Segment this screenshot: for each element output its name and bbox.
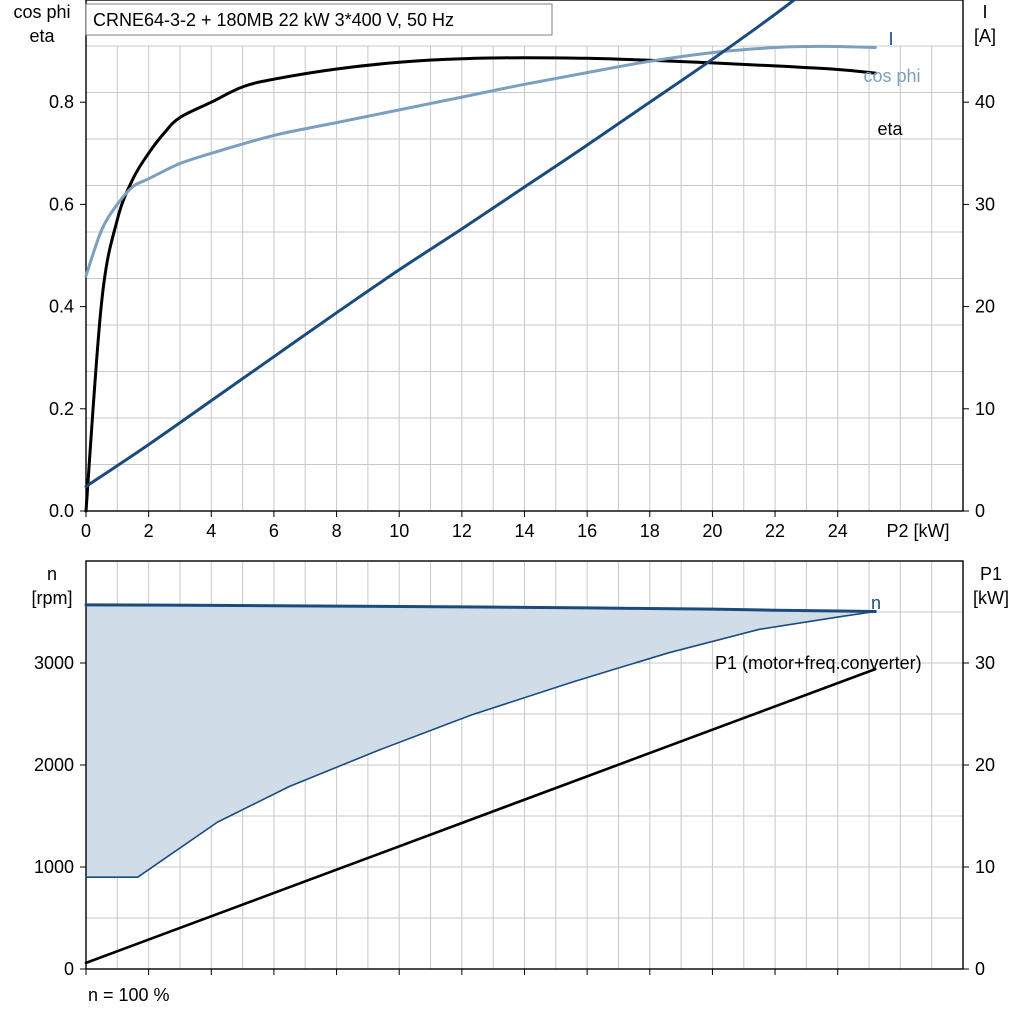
bottom-series-label-p1: P1 (motor+freq.converter) — [715, 653, 922, 673]
top-series-label-i: I — [888, 29, 893, 49]
title-box-frame — [85, 3, 553, 36]
right-axis-title-line2: [A] — [974, 26, 996, 46]
title-box: CRNE64-3-2 + 180MB 22 kW 3*400 V, 50 Hz — [85, 3, 553, 36]
top-right-tick-label: 0 — [975, 501, 985, 521]
top-left-tick-label: 0.2 — [49, 399, 74, 419]
right-axis-title-line2: [kW] — [973, 588, 1009, 608]
bottom-right-tick-label: 30 — [975, 653, 995, 673]
left-axis-title-line1: cos phi — [13, 2, 70, 22]
bottom-left-tick-label: 3000 — [34, 653, 74, 673]
top-series-label-cos: cos phi — [863, 66, 920, 86]
top-left-tick-label: 0.8 — [49, 92, 74, 112]
bottom-right-tick-label: 10 — [975, 857, 995, 877]
top-x-tick-label: 20 — [702, 521, 722, 541]
top-x-tick-label: 14 — [514, 521, 534, 541]
top-right-tick-label: 10 — [975, 399, 995, 419]
top-x-tick-label: 4 — [206, 521, 216, 541]
bottom-chart-speed-power: 0 1000 2000 3000 0 10 20 30 n [rpm] P1 [kW] n P1 (mot… — [31, 560, 1009, 979]
top-x-tick-label: 8 — [332, 521, 342, 541]
bottom-series-p1-motor-freq-converter--line — [84, 667, 877, 965]
bottom-series-label-n: n — [871, 593, 881, 613]
top-right-tick-label: 20 — [975, 297, 995, 317]
top-series-label-eta: eta — [877, 119, 903, 139]
top-x-tick-label: 12 — [452, 521, 472, 541]
top-x-tick-label: 16 — [577, 521, 597, 541]
speed-range-band — [86, 604, 876, 878]
right-axis-title-line1: I — [982, 2, 987, 22]
top-x-tick-label: 2 — [144, 521, 154, 541]
bottom-left-tick-label: 0 — [64, 959, 74, 979]
top-x-tick-label: 0 — [81, 521, 91, 541]
left-axis-title-line2: [rpm] — [31, 588, 72, 608]
left-axis-title-line2: eta — [29, 26, 55, 46]
right-axis-title-line1: P1 — [980, 564, 1002, 584]
bottom-series-n-min-line — [85, 610, 877, 878]
top-right-tick-label: 30 — [975, 194, 995, 214]
top-x-tick-label: 18 — [640, 521, 660, 541]
top-left-tick-label: 0.4 — [49, 297, 74, 317]
top-right-tick-label: 40 — [975, 92, 995, 112]
bottom-left-tick-label: 1000 — [34, 857, 74, 877]
top-series-cos-phi-line — [84, 44, 877, 278]
top-x-tick-label: 6 — [269, 521, 279, 541]
bottom-right-tick-label: 20 — [975, 755, 995, 775]
top-x-tick-label: 22 — [765, 521, 785, 541]
chart-title: CRNE64-3-2 + 180MB 22 kW 3*400 V, 50 Hz — [93, 10, 454, 30]
top-left-tick-label: 0.0 — [49, 501, 74, 521]
top-left-tick-label: 0.6 — [49, 194, 74, 214]
bottom-series-n-line — [84, 603, 877, 613]
top-series-i-line — [84, 0, 797, 488]
x-axis-title: P2 [kW] — [886, 521, 949, 541]
bottom-right-tick-label: 0 — [975, 959, 985, 979]
top-x-tick-label: 24 — [828, 521, 848, 541]
bottom-left-tick-label: 2000 — [34, 755, 74, 775]
top-series-eta-line — [84, 56, 877, 513]
speed-footnote: n = 100 % — [88, 985, 170, 1005]
left-axis-title-line1: n — [47, 564, 57, 584]
top-x-tick-label: 10 — [389, 521, 409, 541]
